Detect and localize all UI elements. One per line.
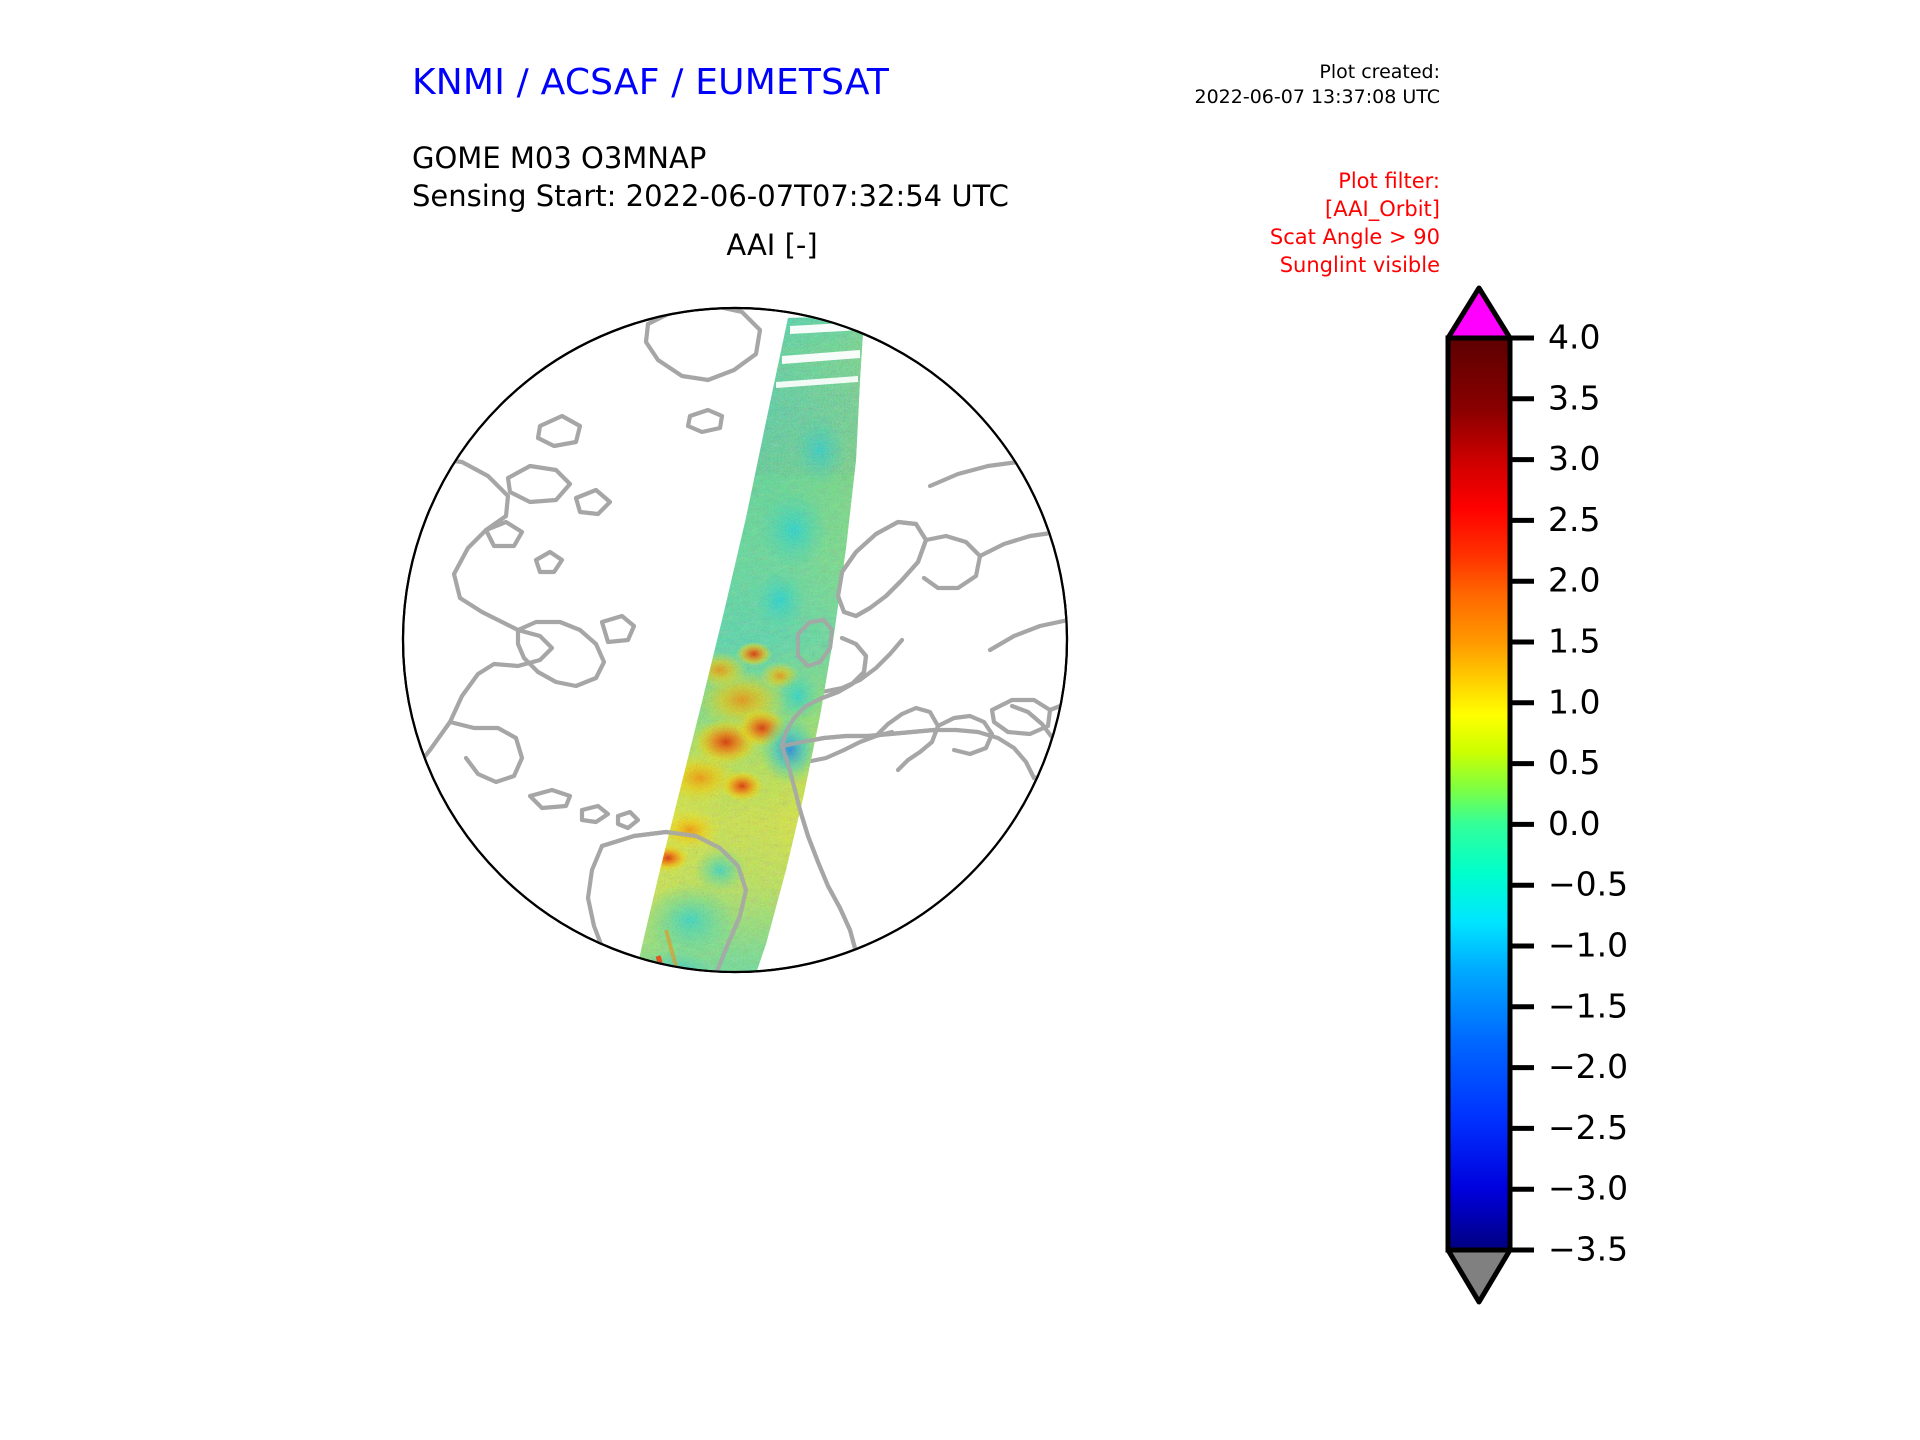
coastlines-overlay	[599, 519, 937, 972]
plot-created-block: Plot created: 2022-06-07 13:37:08 UTC	[1020, 60, 1441, 110]
sensing-start: Sensing Start: 2022-06-07T07:32:54 UTC	[412, 178, 1009, 213]
colorbar-tick-label: 0.5	[1548, 743, 1600, 782]
plot-filter-label: Plot filter:	[1338, 169, 1440, 193]
colorbar: 4.0 3.5 3.0 2.5 2.0 1.5 1.0 0.5 0.0 −0.5 −1.0 −1.5 −…	[1430, 280, 1730, 1320]
colorbar-tick-label: 0.0	[1548, 804, 1600, 843]
colorbar-tick-label: 2.5	[1548, 500, 1600, 539]
colorbar-tick-label: −1.5	[1548, 986, 1628, 1025]
product-name: GOME M03 O3MNAP	[412, 141, 707, 175]
organisation-title: KNMI / ACSAF / EUMETSAT	[412, 62, 890, 103]
colorbar-tick-label: 3.0	[1548, 439, 1600, 478]
plot-created-label: Plot created:	[1319, 61, 1440, 83]
colorbar-tick-label: 1.0	[1548, 682, 1600, 721]
plot-filter-name: [AAI_Orbit]	[1325, 196, 1440, 221]
colorbar-tick-label: −3.0	[1548, 1169, 1628, 1208]
colorbar-tick-label: 4.0	[1548, 318, 1600, 357]
colorbar-tick-label: 1.5	[1548, 622, 1600, 661]
colorbar-tick-label: −1.0	[1548, 926, 1628, 965]
product-title-block: GOME M03 O3MNAP Sensing Start: 2022-06-0…	[412, 140, 1009, 215]
colorbar-ticks: 4.0 3.5 3.0 2.5 2.0 1.5 1.0 0.5 0.0 −0.5 −1.0 −1.5 −…	[1510, 318, 1628, 1269]
colorbar-under-arrow	[1445, 1247, 1513, 1305]
map-area	[390, 230, 1090, 1060]
plot-filter-condition: Scat Angle > 90	[1269, 224, 1440, 249]
colorbar-over-arrow	[1445, 285, 1513, 341]
quantity-title: AAI [-]	[726, 228, 818, 262]
colorbar-tick-label: −2.5	[1548, 1108, 1628, 1147]
globe-map	[401, 306, 1069, 974]
colorbar-tick-label: −0.5	[1548, 865, 1628, 904]
globe-outline	[401, 306, 1069, 974]
colorbar-tick-label: 2.0	[1548, 561, 1600, 600]
colorbar-tick-label: −3.5	[1548, 1230, 1628, 1269]
colorbar-gradient	[1445, 335, 1513, 1253]
plot-filter-block: Plot filter: [AAI_Orbit] Scat Angle > 90…	[1120, 168, 1440, 280]
plot-created-timestamp: 2022-06-07 13:37:08 UTC	[1194, 86, 1441, 109]
colorbar-tick-label: 3.5	[1548, 378, 1600, 417]
colorbar-tick-label: −2.0	[1548, 1047, 1628, 1086]
plot-filter-note: Sunglint visible	[1279, 252, 1440, 277]
colorbar-svg: 4.0 3.5 3.0 2.5 2.0 1.5 1.0 0.5 0.0 −0.5 −1.0 −1.5 −…	[1445, 285, 1628, 1305]
